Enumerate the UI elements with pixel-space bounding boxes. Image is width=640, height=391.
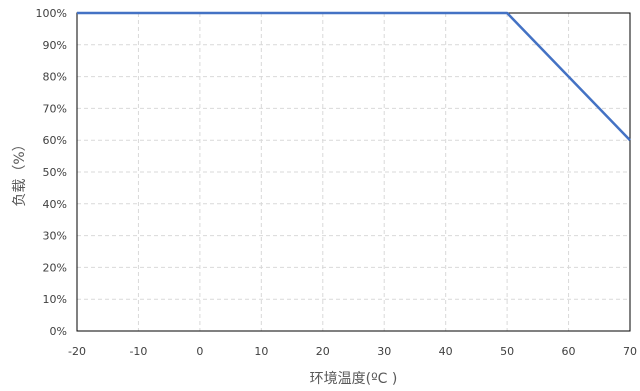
y-tick-label: 20%: [43, 261, 67, 274]
y-tick-label: 30%: [43, 230, 67, 243]
y-tick-label: 90%: [43, 39, 67, 52]
y-tick-label: 60%: [43, 134, 67, 147]
x-tick-label: 10: [254, 345, 268, 358]
series-line: [77, 11, 631, 142]
y-tick-label: 0%: [50, 325, 67, 338]
x-axis-title: 环境温度(ºC ): [310, 371, 398, 387]
x-tick-label: -20: [68, 345, 86, 358]
y-tick-label: 10%: [43, 293, 67, 306]
y-tick-label: 70%: [43, 102, 67, 115]
x-tick-label: 50: [500, 345, 514, 358]
y-tick-label: 50%: [43, 166, 67, 179]
x-tick-label: 40: [439, 345, 453, 358]
x-axis: -20 -10 0 10 20 30 40 50 60 70: [68, 345, 637, 358]
y-axis-title: 负载（%）: [12, 137, 28, 206]
y-tick-label: 80%: [43, 71, 67, 84]
x-tick-label: 30: [377, 345, 391, 358]
series-layer: [77, 11, 631, 142]
x-tick-label: 70: [623, 345, 637, 358]
y-axis: 0% 10% 20% 30% 40% 50% 60% 70% 80% 90% 100%: [36, 7, 67, 338]
y-tick-label: 100%: [36, 7, 67, 20]
grid: [77, 13, 630, 331]
x-tick-label: 60: [562, 345, 576, 358]
x-tick-label: -10: [129, 345, 147, 358]
x-tick-label: 0: [196, 345, 203, 358]
x-tick-label: 20: [316, 345, 330, 358]
y-tick-label: 40%: [43, 198, 67, 211]
